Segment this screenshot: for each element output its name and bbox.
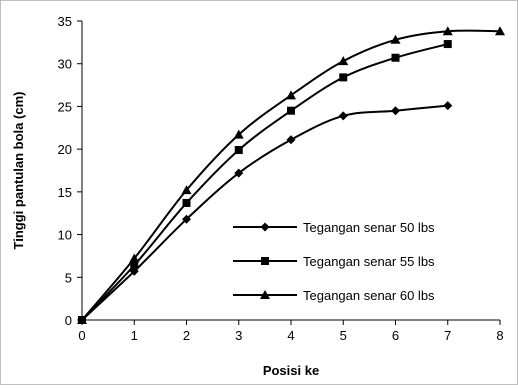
y-tick-label: 10: [58, 228, 72, 243]
data-point: [182, 198, 191, 207]
legend-marker: [260, 290, 270, 299]
y-axis-title: Tinggi pantulan bola (cm): [11, 92, 26, 250]
legend-item: Tegangan senar 50 lbs: [233, 220, 435, 235]
data-point: [338, 56, 349, 66]
data-point: [338, 111, 348, 121]
series-layer: [77, 26, 505, 325]
axes: 0 5 10 15 20 25 30 35 0 1 2 3 4 5 6 7 8: [58, 14, 504, 343]
data-point: [233, 129, 244, 139]
data-point: [234, 145, 243, 154]
series-line: [81, 29, 501, 321]
data-point: [442, 26, 453, 36]
y-tick-label: 35: [58, 14, 72, 29]
data-point: [287, 106, 295, 115]
data-point: [286, 135, 296, 145]
data-point: [495, 26, 505, 36]
legend-label: Tegangan senar 50 lbs: [303, 220, 435, 235]
data-point: [443, 101, 453, 111]
legend-item: Tegangan senar 60 lbs: [233, 288, 435, 303]
y-tick-label: 0: [65, 313, 72, 328]
data-point: [182, 214, 191, 224]
x-tick-label: 1: [131, 328, 138, 343]
y-tick-label: 5: [65, 270, 72, 285]
legend-marker: [260, 222, 270, 232]
data-point: [234, 168, 244, 178]
x-tick-label: 5: [340, 328, 347, 343]
x-tick-label: 8: [496, 328, 503, 343]
x-tick-label: 3: [235, 328, 242, 343]
y-tick-label: 15: [58, 185, 72, 200]
data-point: [391, 53, 400, 62]
x-tick-label: 4: [287, 328, 294, 343]
data-point: [390, 34, 401, 44]
x-axis-title: Posisi ke: [263, 363, 319, 378]
data-point: [339, 73, 348, 82]
data-point: [181, 185, 192, 195]
y-tick-label: 25: [58, 99, 72, 114]
data-point: [129, 253, 140, 263]
legend-label: Tegangan senar 55 lbs: [303, 254, 435, 269]
series-triangle: [77, 26, 505, 324]
x-tick-label: 2: [183, 328, 190, 343]
x-tick-label: 7: [444, 328, 451, 343]
legend-label: Tegangan senar 60 lbs: [303, 288, 435, 303]
data-point: [391, 106, 400, 116]
data-point: [286, 90, 296, 100]
data-point: [443, 40, 452, 49]
legend-marker: [261, 257, 269, 265]
series-square: [78, 40, 452, 324]
data-point: [130, 261, 139, 270]
series-line: [81, 43, 449, 321]
y-tick-label: 30: [58, 57, 72, 72]
legend: Tegangan senar 50 lbs Tegangan senar 55 l…: [233, 220, 435, 303]
x-tick-label: 6: [392, 328, 399, 343]
series-diamond: [77, 101, 453, 325]
data-point: [77, 315, 87, 324]
legend-item: Tegangan senar 55 lbs: [233, 254, 435, 269]
y-tick-label: 20: [58, 142, 72, 157]
x-tick-label: 0: [78, 328, 85, 343]
